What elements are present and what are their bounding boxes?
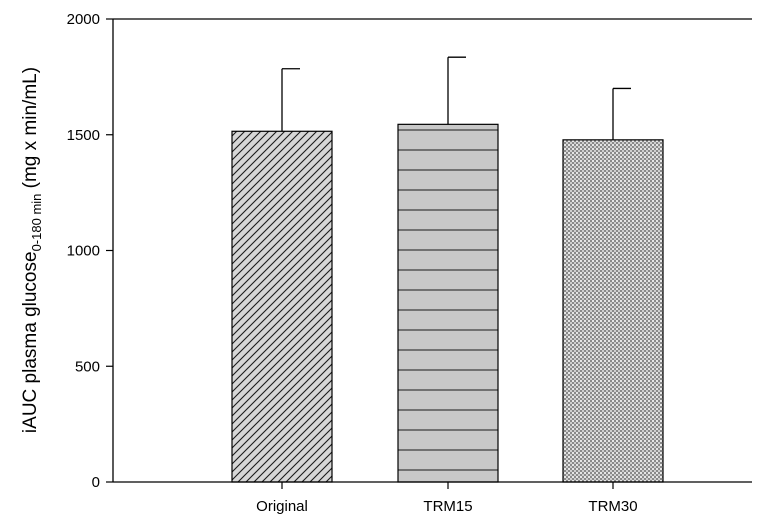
error-bar-original	[281, 68, 300, 132]
y-tick-label: 1000	[67, 243, 100, 260]
error-bar-trm15	[447, 56, 466, 125]
y-axis-label: iAUC plasma glucose0-180 min (mg x min/m…	[20, 67, 44, 433]
bar-trm30	[562, 139, 664, 483]
y-tick-label: 500	[75, 358, 100, 375]
x-axis-ticks: Original TRM15 TRM30	[256, 482, 638, 515]
y-axis-title: iAUC plasma glucose0-180 min (mg x min/m…	[20, 67, 44, 433]
plot-frame	[112, 18, 752, 483]
bar-original	[231, 130, 333, 483]
y-tick-label: 2000	[67, 11, 100, 28]
error-bars	[281, 56, 631, 140]
bar-trm15	[397, 123, 499, 483]
bars	[231, 123, 664, 483]
y-tick-label: 0	[92, 474, 100, 491]
error-bar-trm30	[612, 87, 631, 140]
y-tick-label: 1500	[67, 127, 100, 144]
x-tick-label: TRM15	[423, 498, 472, 515]
x-tick-label: TRM30	[588, 498, 637, 515]
x-tick-label: Original	[256, 498, 308, 515]
y-axis-ticks: 0 500 1000 1500 2000	[67, 11, 113, 491]
